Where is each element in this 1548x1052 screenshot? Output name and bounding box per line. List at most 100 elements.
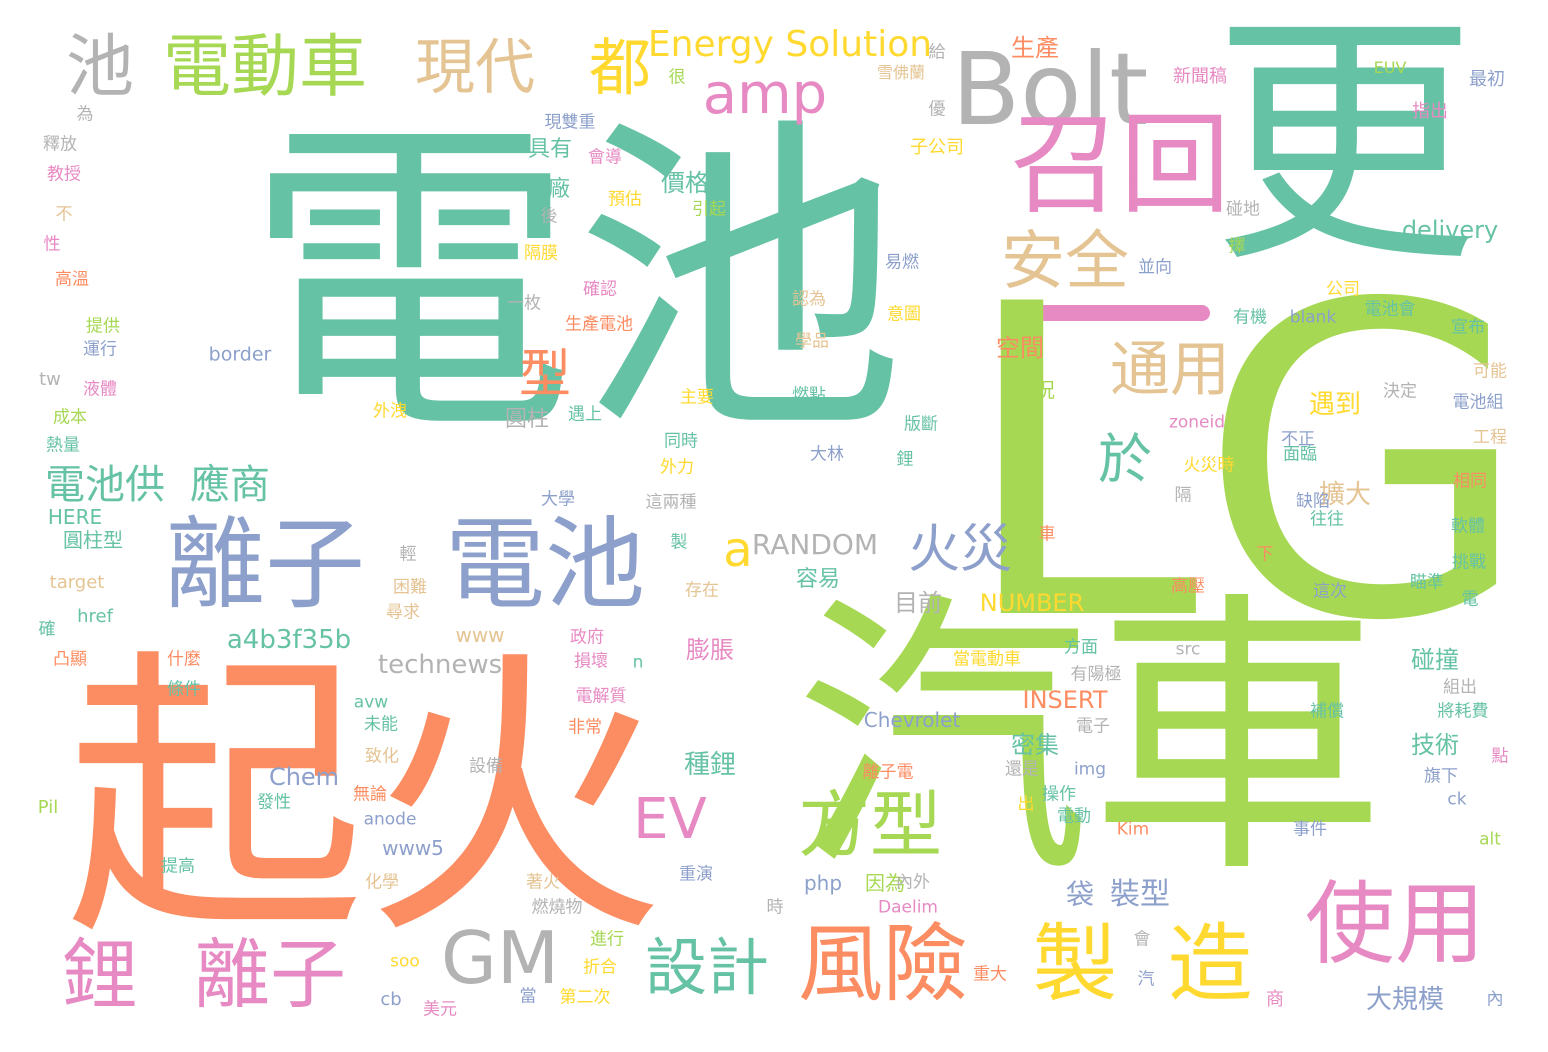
cloud-word: 可能 xyxy=(1473,361,1507,382)
cloud-word: target xyxy=(49,572,105,593)
cloud-word: 生產 xyxy=(1011,34,1059,62)
cloud-word: 尋求 xyxy=(386,602,420,623)
cloud-word: 提高 xyxy=(161,856,195,877)
cloud-word: 隔膜 xyxy=(524,243,558,264)
cloud-word: 給 xyxy=(928,42,946,63)
cloud-word: 價格 xyxy=(661,169,709,197)
cloud-word: 版斷 xyxy=(904,414,938,435)
cloud-word: 瞄準 xyxy=(1410,572,1444,593)
cloud-word: 技術 xyxy=(1411,731,1459,759)
cloud-word: src xyxy=(1175,639,1201,660)
cloud-word: 很 xyxy=(668,67,686,88)
cloud-word: Bolt xyxy=(951,31,1149,148)
cloud-word: 並向 xyxy=(1138,257,1172,278)
cloud-word: 主要 xyxy=(680,387,714,408)
cloud-word: 不 xyxy=(55,204,73,225)
cloud-word: 出 xyxy=(1017,794,1035,815)
cloud-word: Daelim xyxy=(878,897,938,918)
cloud-word: 當 xyxy=(519,986,537,1007)
cloud-word: 電池 xyxy=(245,91,905,475)
cloud-word: 宣布 xyxy=(1451,317,1485,338)
cloud-word: 非常 xyxy=(568,717,602,738)
cloud-word: 起火 xyxy=(65,625,665,974)
cloud-word: 重演 xyxy=(679,864,713,885)
cloud-word: a4b3f35b xyxy=(226,625,352,655)
cloud-word: 遇上 xyxy=(568,404,602,425)
cloud-word: 電池 xyxy=(445,506,645,623)
cloud-word: 未能 xyxy=(364,714,398,735)
cloud-word: 鋰 xyxy=(62,930,138,1019)
cloud-word: ck xyxy=(1447,789,1467,810)
cloud-word: 電 xyxy=(1461,589,1479,610)
cloud-word: 點 xyxy=(1491,746,1509,767)
cloud-word: 汽 xyxy=(1137,969,1155,990)
cloud-word: 現代 xyxy=(415,33,535,103)
cloud-word: 更 xyxy=(1212,0,1478,299)
cloud-word: 美元 xyxy=(423,999,457,1020)
cloud-word: 遇到 xyxy=(1308,390,1362,420)
cloud-word: 子公司 xyxy=(910,137,964,158)
cloud-word: 為 xyxy=(76,104,94,125)
cloud-word: 安全 xyxy=(1001,225,1129,299)
cloud-word: 大規模 xyxy=(1365,985,1445,1015)
cloud-word: 圓柱 xyxy=(504,407,550,432)
cloud-word: 會 xyxy=(1133,929,1151,950)
cloud-word: 面臨 xyxy=(1283,444,1317,465)
cloud-word: 發性 xyxy=(257,792,291,813)
cloud-word: 公司 xyxy=(1326,279,1360,300)
cloud-word: href xyxy=(77,606,113,627)
cloud-word: 損壞 xyxy=(574,651,608,672)
cloud-word: 熱量 xyxy=(46,435,80,456)
cloud-word: 都 xyxy=(588,31,652,104)
cloud-word: 設計 xyxy=(644,931,770,1004)
cloud-word: tw xyxy=(39,369,61,390)
cloud-word: 製 xyxy=(1032,915,1118,1015)
cloud-word: 成本 xyxy=(53,407,87,428)
cloud-word: RANDOM xyxy=(751,528,879,561)
cloud-word: 汽車 xyxy=(795,567,1385,912)
cloud-word: 韓廠 xyxy=(525,177,571,202)
cloud-word: 密集 xyxy=(1011,731,1059,759)
cloud-word: Chem xyxy=(268,763,340,791)
cloud-word: 因為 xyxy=(865,871,905,895)
cloud-word: 折合 xyxy=(583,957,617,978)
cloud-word: 袋 xyxy=(1065,878,1095,911)
cloud-word: 容易 xyxy=(795,567,841,592)
cloud-word: border xyxy=(208,343,272,366)
cloud-word: 教授 xyxy=(47,164,81,185)
cloud-word: 學品 xyxy=(795,331,829,352)
cloud-word: 雪佛蘭 xyxy=(876,63,926,82)
cloud-word: 操作 xyxy=(1042,784,1076,805)
cloud-word: 高溫 xyxy=(55,269,89,290)
cloud-word: 時 xyxy=(766,897,784,918)
cloud-word: php xyxy=(803,871,843,895)
cloud-word: 外力 xyxy=(660,457,694,478)
cloud-word: 確 xyxy=(38,619,56,640)
cloud-word: 還是 xyxy=(1005,759,1039,780)
cloud-word: 新聞稿 xyxy=(1173,66,1227,87)
cloud-word: NUMBER xyxy=(979,589,1085,617)
cloud-word: 意圖 xyxy=(887,304,921,325)
cloud-word: 電池會 xyxy=(1364,299,1416,320)
cloud-word: zoneid xyxy=(1168,412,1226,433)
cloud-word: 存在 xyxy=(685,580,719,601)
cloud-word: 易燃 xyxy=(885,252,919,273)
cloud-word: 組出 xyxy=(1443,677,1477,698)
cloud-word: 外洩 xyxy=(373,401,407,422)
cloud-word: 擇 xyxy=(1228,236,1246,257)
cloud-word: 目前 xyxy=(894,589,942,617)
cloud-word: 設備 xyxy=(469,756,503,777)
cloud-word: Energy Solution xyxy=(647,24,933,65)
cloud-word: 電池供 xyxy=(45,462,165,508)
cloud-word: 事件 xyxy=(1293,819,1327,840)
cloud-word: 液體 xyxy=(83,379,117,400)
cloud-word: 提供 xyxy=(86,316,120,337)
cloud-word: 電動車 xyxy=(162,28,368,107)
cloud-word: 相同 xyxy=(1453,471,1487,492)
underline-bar xyxy=(1025,305,1210,321)
cloud-word: 圓柱型 xyxy=(63,528,123,552)
cloud-word: 當電動車 xyxy=(953,649,1021,670)
cloud-word: 現雙重 xyxy=(544,112,596,133)
cloud-word: 補償 xyxy=(1310,701,1344,722)
cloud-word: blank xyxy=(1289,307,1337,328)
